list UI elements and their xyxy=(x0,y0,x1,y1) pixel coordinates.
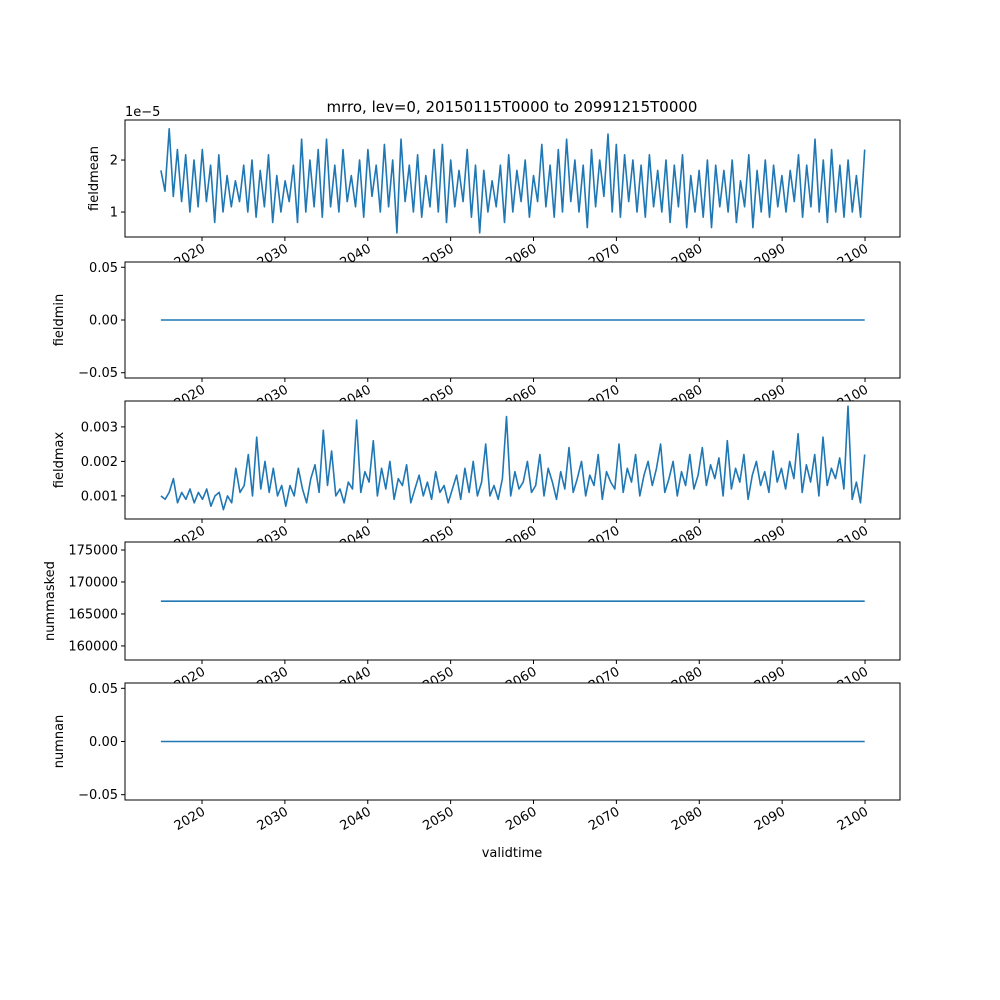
y-tick-label: 175000 xyxy=(68,543,118,558)
x-tick-label: 2050 xyxy=(420,804,456,834)
y-tick-label: 160000 xyxy=(68,639,118,654)
axes-frame xyxy=(124,119,901,238)
axes-frame xyxy=(124,541,901,661)
x-tick-label: 2100 xyxy=(835,804,871,834)
y-tick-label: 2 xyxy=(110,154,118,169)
y-tick-label: 0.002 xyxy=(81,455,118,470)
y-tick-label: 165000 xyxy=(68,607,118,622)
chart-title: mrro, lev=0, 20150115T0000 to 20991215T0… xyxy=(327,98,698,116)
offset-text: 1e−5 xyxy=(125,105,160,120)
x-tick-label: 2040 xyxy=(338,804,374,834)
panels: 1 2 fieldmean 1e−5 2020 2030 2040 2050 2060 2070 2… xyxy=(43,105,901,834)
x-axis-label: validtime xyxy=(482,846,543,861)
plot-area xyxy=(125,401,900,519)
x-tick-label: 2020 xyxy=(172,804,208,834)
y-tick-label: 0.05 xyxy=(89,261,118,276)
x-tick-label: 2030 xyxy=(255,804,291,834)
panel-numnan: −0.05 0.00 0.05 numnan 2020 2030 2040 2050 2060 2… xyxy=(52,682,901,834)
y-tick-label: 0.003 xyxy=(81,420,118,435)
y-axis-label: fieldmin xyxy=(52,294,67,347)
y-axis-label: numnan xyxy=(52,715,67,769)
y-tick-label: 0.05 xyxy=(89,682,118,697)
y-tick-label: 170000 xyxy=(68,575,118,590)
y-tick-label: 1 xyxy=(110,206,118,221)
series-line-fieldmean xyxy=(160,128,866,234)
y-tick-label: 0.001 xyxy=(81,489,118,504)
axes-frame xyxy=(124,400,901,520)
y-axis-label: fieldmax xyxy=(52,432,67,489)
series-line-fieldmax xyxy=(160,405,866,511)
x-tick-label: 2060 xyxy=(503,804,539,834)
y-tick-label: 0.00 xyxy=(89,314,118,329)
x-tick-label: 2080 xyxy=(669,804,705,834)
y-axis-label: fieldmean xyxy=(87,146,102,211)
y-axis-label: nummasked xyxy=(43,561,58,641)
y-tick-label: −0.05 xyxy=(78,788,118,803)
x-tick-label: 2070 xyxy=(586,804,622,834)
x-tick-label: 2090 xyxy=(752,804,788,834)
plot-area xyxy=(125,120,900,237)
y-tick-label: −0.05 xyxy=(78,366,118,381)
y-tick-label: 0.00 xyxy=(89,735,118,750)
